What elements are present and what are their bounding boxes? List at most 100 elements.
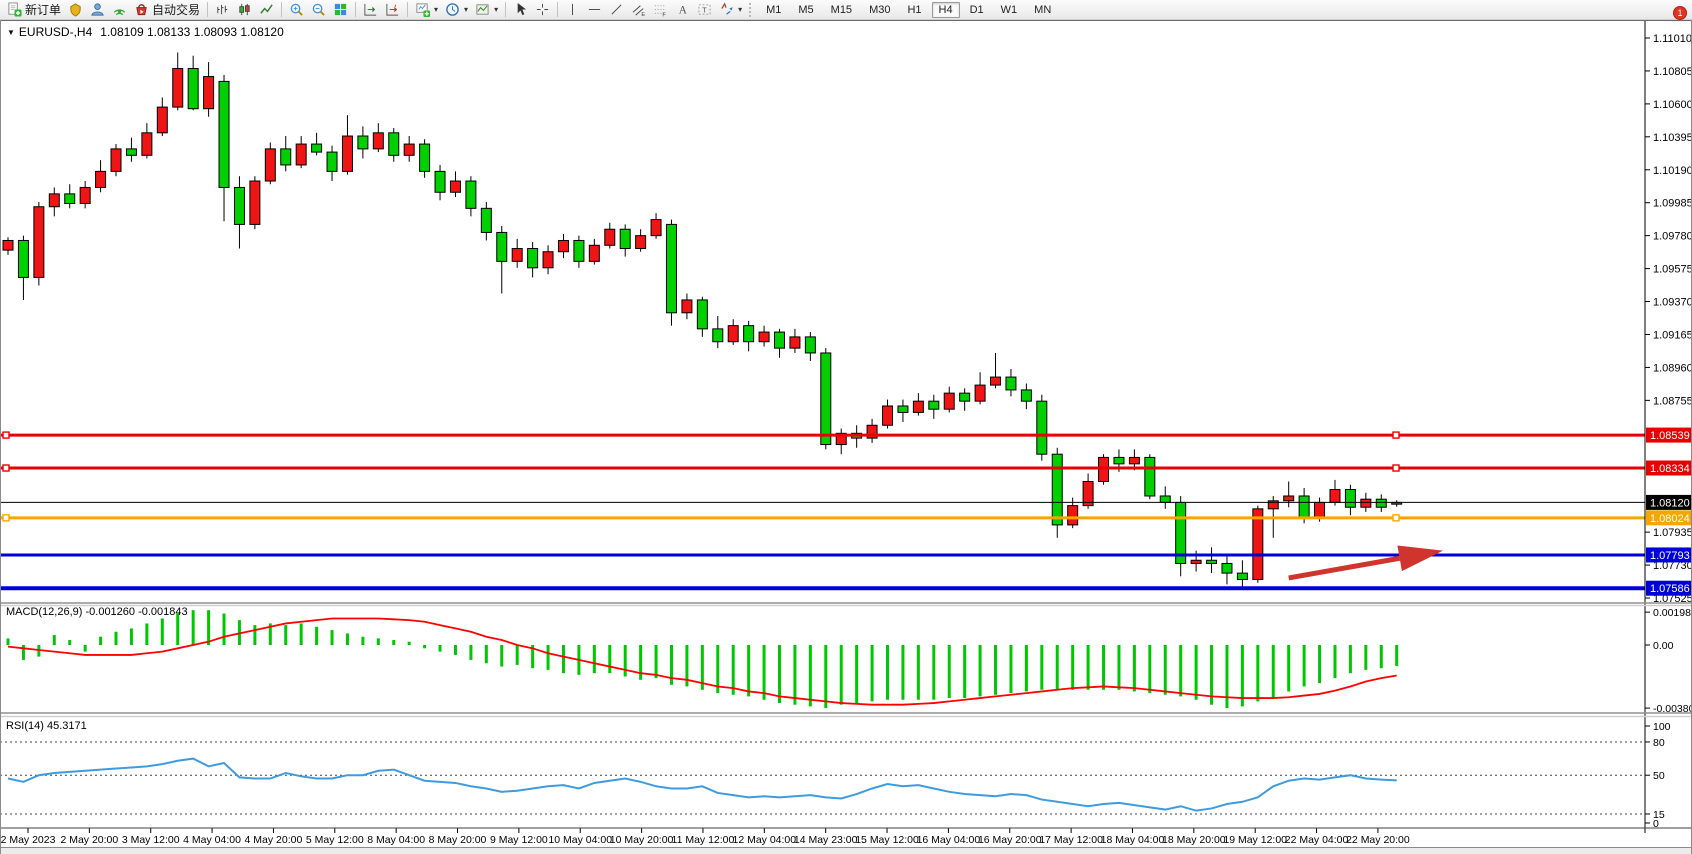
price-tick-label: 1.10190 <box>1653 165 1692 177</box>
time-tick-label: 4 May 20:00 <box>245 834 303 846</box>
time-tick-label: 16 May 20:00 <box>978 834 1042 846</box>
text-icon: A <box>675 2 690 17</box>
price-tick-label: 1.10600 <box>1653 99 1692 111</box>
zoom-out-button[interactable] <box>308 1 329 18</box>
text-button[interactable]: A <box>672 1 693 18</box>
rsi-indicator-label: RSI(14) 45.3171 <box>6 720 87 732</box>
rsi-tick-label: 80 <box>1653 737 1665 749</box>
price-tick-label: 1.08755 <box>1653 395 1692 407</box>
market-button[interactable] <box>65 1 86 18</box>
symbol-period-label: EURUSD-,H4 <box>18 25 93 39</box>
svg-text:A: A <box>679 5 688 17</box>
cursor-icon <box>513 2 528 17</box>
time-tick-label: 17 May 12:00 <box>1039 834 1103 846</box>
zoom-out-icon <box>311 2 326 17</box>
chevron-down-icon[interactable]: ▾ <box>464 5 469 14</box>
panel-borders[interactable] <box>0 20 1692 854</box>
vline-icon <box>565 2 580 17</box>
timeframe-m15-button[interactable]: M15 <box>830 3 853 16</box>
trend-arrow[interactable] <box>1288 545 1443 581</box>
timeframe-h4-button[interactable]: H4 <box>931 1 960 18</box>
time-tick-label: 22 May 04:00 <box>1285 834 1349 846</box>
candlestick-series <box>2 52 1403 590</box>
ohlc-values: 1.08109 1.08133 1.08093 1.08120 <box>100 25 284 39</box>
price-axis[interactable]: 1.11010 1.10805 1.10600 1.10395 1.10190 1.099… <box>1644 20 1692 833</box>
toolbar-separator <box>355 2 357 17</box>
timeframe-w1-button[interactable]: W1 <box>1000 3 1018 16</box>
new-order-button[interactable]: 新订单 <box>4 0 64 19</box>
chart-canvas[interactable]: 1.11010 1.10805 1.10600 1.10395 1.10190 1.099… <box>0 20 1692 854</box>
zoom-in-icon <box>289 2 304 17</box>
tile-windows-button[interactable] <box>330 1 351 18</box>
timeframe-mn-button[interactable]: MN <box>1034 3 1052 16</box>
price-level-lines[interactable] <box>0 431 1645 591</box>
macd-values: -0.001260 -0.001843 <box>85 606 188 618</box>
metaeditor-button[interactable] <box>87 1 108 18</box>
timeframe-m5-button[interactable]: M5 <box>798 3 814 16</box>
price-tick-label: 1.09575 <box>1653 264 1692 276</box>
crosshair-button[interactable] <box>532 1 553 18</box>
template-icon <box>475 2 490 17</box>
timeframe-h1-button[interactable]: H1 <box>907 3 922 16</box>
toolbar-separator <box>281 2 283 17</box>
time-tick-label: 11 May 12:00 <box>672 834 735 846</box>
arrows-icon <box>719 2 734 17</box>
toolbar-drag-handle[interactable] <box>749 2 754 17</box>
macd-indicator-label: MACD(12,26,9) -0.001260 -0.001843 <box>6 606 188 618</box>
candlestick-button[interactable] <box>234 1 255 18</box>
line-handle[interactable] <box>1392 464 1400 472</box>
time-tick-label: 2 May 20:00 <box>60 834 118 846</box>
price-tick-label: 1.09370 <box>1653 297 1692 309</box>
zoom-in-button[interactable] <box>286 1 307 18</box>
vertical-line-button[interactable] <box>562 1 583 18</box>
chart-shift-button[interactable] <box>382 1 403 18</box>
auto-scroll-button[interactable] <box>360 1 381 18</box>
tile-windows-icon <box>333 2 348 17</box>
rsi-tick-label: 50 <box>1653 770 1665 782</box>
macd-panel <box>6 610 1399 709</box>
text-label-button[interactable]: T <box>694 1 715 18</box>
new-chart-button[interactable]: ▾ <box>412 1 441 18</box>
line-handle[interactable] <box>1392 431 1400 439</box>
line-handle[interactable] <box>2 431 10 439</box>
bar-chart-button[interactable] <box>212 1 233 18</box>
autotrading-button[interactable]: 自动交易 <box>131 0 203 19</box>
signals-button[interactable] <box>109 1 130 18</box>
arrows-button[interactable]: ▾ <box>716 1 745 18</box>
line-handle[interactable] <box>1392 514 1400 522</box>
price-label-1.07793: 1.07793 <box>1650 550 1690 562</box>
trendline-button[interactable] <box>606 1 627 18</box>
chart-window[interactable]: 1.11010 1.10805 1.10600 1.10395 1.10190 1.099… <box>0 20 1692 854</box>
collapse-icon[interactable]: ▼ <box>7 28 15 37</box>
timeframe-m1-button[interactable]: M1 <box>766 3 782 16</box>
timeframe-d1-button[interactable]: D1 <box>969 3 984 16</box>
price-label-1.07586: 1.07586 <box>1650 583 1690 595</box>
equidistant-channel-button[interactable]: E <box>628 1 649 18</box>
macd-tick-label: 0.00 <box>1653 640 1674 652</box>
time-tick-label: 8 May 04:00 <box>367 834 425 846</box>
macd-title: MACD(12,26,9) <box>6 606 83 618</box>
macd-tick-label: 0.001982 <box>1653 607 1692 619</box>
chevron-down-icon[interactable]: ▾ <box>434 5 439 14</box>
rsi-tick-label: 15 <box>1653 809 1665 821</box>
line-handle[interactable] <box>2 514 10 522</box>
cursor-button[interactable] <box>510 1 531 18</box>
time-tick-label: 16 May 04:00 <box>917 834 981 846</box>
time-axis[interactable]: 2 May 2023 2 May 20:00 3 May 12:00 4 May 04… <box>1 828 1410 846</box>
chevron-down-icon[interactable]: ▾ <box>494 5 499 14</box>
rsi-tick-label: 0 <box>1653 818 1659 830</box>
timeframe-m30-button[interactable]: M30 <box>869 3 891 16</box>
rsi-line <box>7 757 1397 812</box>
line-handle[interactable] <box>2 464 10 472</box>
line-chart-button[interactable] <box>256 1 277 18</box>
chevron-down-icon[interactable]: ▾ <box>738 5 743 14</box>
hline-icon <box>587 2 602 17</box>
chart-shift-icon <box>385 2 400 17</box>
horizontal-line-button[interactable] <box>584 1 605 18</box>
templates-button[interactable]: ▾ <box>472 1 501 18</box>
periods-button[interactable]: ▾ <box>442 1 471 18</box>
svg-text:F: F <box>662 13 666 17</box>
auto-scroll-icon <box>363 2 378 17</box>
fibonacci-button[interactable]: F <box>650 1 671 18</box>
price-tick-label: 1.07525 <box>1653 593 1692 605</box>
